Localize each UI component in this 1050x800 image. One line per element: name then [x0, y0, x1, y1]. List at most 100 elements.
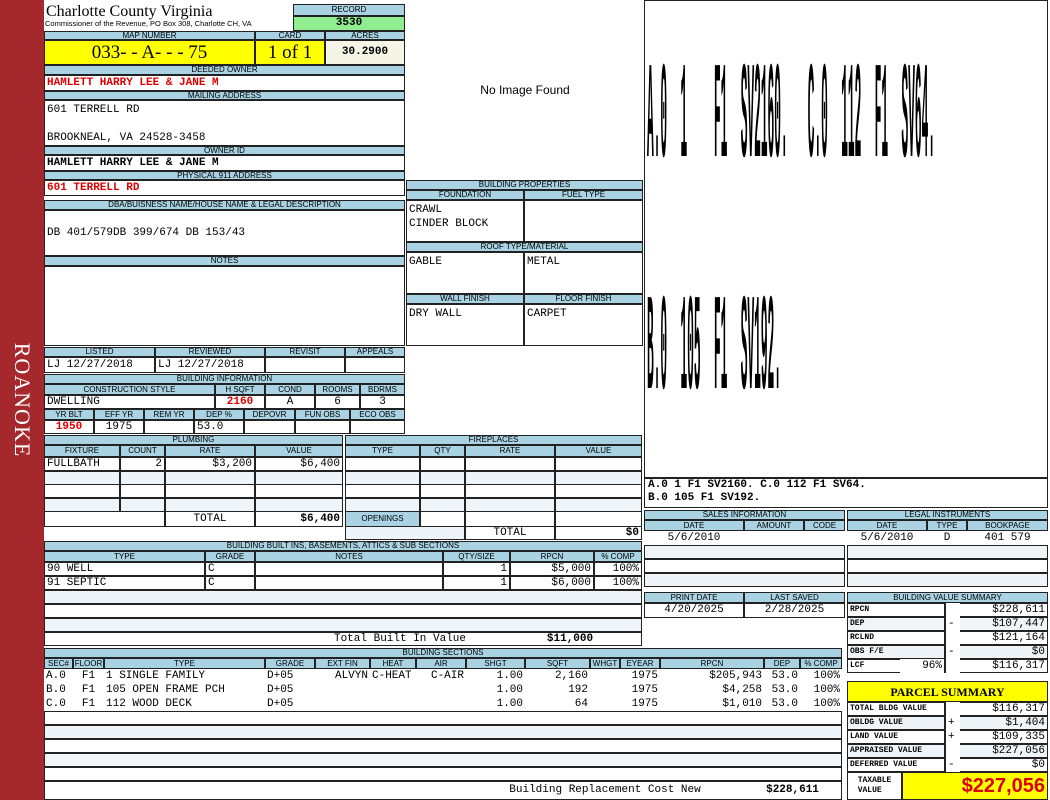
sketch-legend-line2: B.0 105 F1 SV192. [646, 492, 1046, 505]
builtins-cell: C [205, 576, 255, 590]
building-info-label: BUILDING INFORMATION [44, 374, 405, 384]
physical-address: 601 TERRELL RD [44, 180, 405, 196]
no-image-placeholder: No Image Found [406, 0, 644, 180]
openings-cell [465, 511, 555, 527]
parcel-row-value: $1,404 [945, 716, 1048, 730]
plumbing-total: $6,400 [255, 511, 343, 527]
section-cell: 53.0 [764, 683, 800, 697]
revisit-label: REVISIT [265, 347, 345, 357]
sections-header: GRADE [265, 658, 315, 669]
builtins-cell: 100% [594, 562, 642, 576]
bdrms-value: 3 [360, 395, 405, 409]
openings-cell [420, 511, 465, 527]
sections-header: EXT FIN [315, 658, 370, 669]
legal-description-label: DBA/BUISNESS NAME/HOUSE NAME & LEGAL DES… [44, 200, 405, 210]
section-cell: 100% [800, 697, 842, 711]
section-cell: ALVYN [315, 669, 370, 683]
plumbing-total-label: TOTAL [165, 511, 255, 527]
builtins-cell: 100% [594, 576, 642, 590]
rooms-label: ROOMS [315, 384, 360, 395]
effyr-value: 1975 [94, 420, 144, 434]
section-cell: 1975 [620, 683, 660, 697]
roof-material-value: METAL [524, 252, 643, 294]
legal-cell: 5/6/2010 [847, 531, 927, 545]
section-cell: 1 SINGLE FAMILY [104, 669, 265, 683]
value-summary-value: $0 [945, 645, 1048, 659]
fireplace-total: $0 [555, 526, 642, 540]
builtins-cell: 90 WELL [44, 562, 205, 576]
section-cell: 1975 [620, 697, 660, 711]
sales-header: CODE [804, 520, 845, 531]
owner-id-label: OWNER ID [44, 146, 405, 155]
wall-finish-value: DRY WALL [406, 304, 524, 346]
reviewed-label: REVIEWED [155, 347, 265, 357]
section-cell: F1 [73, 669, 104, 683]
sections-header: HEAT [370, 658, 416, 669]
fireplace-cell [465, 457, 555, 471]
sales-row [644, 545, 845, 559]
county-sidebar: ROANOKE [0, 0, 44, 800]
builtins-cell: 91 SEPTIC [44, 576, 205, 590]
fireplaces-header: QTY [420, 445, 465, 457]
notes-label: NOTES [44, 256, 405, 266]
sections-total-row [44, 781, 842, 800]
section-cell [370, 683, 416, 697]
sections-header: RPCN [660, 658, 764, 669]
builtins-label: BUILDING BUILT INS, BASEMENTS, ATTICS & … [44, 541, 642, 551]
section-cell [370, 697, 416, 711]
section-cell: $4,258 [660, 683, 764, 697]
parcel-row-label: OBLDG VALUE [847, 716, 945, 730]
section-cell: 1.00 [466, 697, 525, 711]
plumbing-cell [165, 484, 255, 498]
plumbing-cell [255, 470, 343, 485]
legal-header: BOOKPAGE [967, 520, 1048, 531]
mailing-address: 601 TERRELL RD BROOKNEAL, VA 24528-3458 [44, 100, 405, 146]
plumbing-cell [120, 497, 165, 512]
building-sketch: A.0 1 F1 SV2160. C.0 112 F1 SV64. B.0 10… [644, 0, 1048, 478]
openings-label: OPENINGS [345, 511, 420, 527]
builtins-empty-row [44, 604, 642, 618]
section-cell [416, 697, 466, 711]
fireplace-cell [345, 470, 420, 485]
openings-cell [555, 511, 642, 527]
section-cell: 100% [800, 669, 842, 683]
hsqft-value: 2160 [215, 395, 265, 409]
fireplace-cell [555, 497, 642, 512]
plumbing-cell [165, 497, 255, 512]
county-subtitle: Commissioner of the Revenue, PO Box 308,… [45, 19, 252, 28]
builtins-total-label: Total Built In Value [300, 633, 500, 645]
sketch-label-line1: A.0 1 F1 SV2160. C.0 112 F1 SV64. [647, 41, 935, 202]
plumbing-cell: FULLBATH [44, 457, 120, 471]
sections-header: SEC# [44, 658, 73, 669]
fireplaces-header: VALUE [555, 445, 642, 457]
revisit-value [265, 357, 345, 373]
value-summary-label: BUILDING VALUE SUMMARY [847, 592, 1048, 603]
fuel-type-value [524, 200, 643, 242]
notes-field [44, 266, 405, 346]
style-value: DWELLING [44, 395, 215, 409]
builtins-total: $11,000 [520, 633, 620, 645]
last-saved: 2/28/2025 [744, 603, 845, 618]
plumbing-cell [165, 470, 255, 485]
fireplace-cell [345, 484, 420, 498]
appeals-value [345, 357, 405, 373]
ecoobs-value [350, 420, 405, 434]
section-cell: 53.0 [764, 697, 800, 711]
effyr-label: EFF YR [94, 409, 144, 420]
section-cell: 1975 [620, 669, 660, 683]
value-summary-row-label: RPCN [847, 603, 945, 617]
fireplace-cell [465, 484, 555, 498]
fireplace-total-blank [345, 526, 465, 540]
sketch-legend-line1: A.0 1 F1 SV2160. C.0 112 F1 SV64. [646, 479, 1046, 492]
section-cell: F1 [73, 697, 104, 711]
plumbing-label: PLUMBING [44, 435, 343, 445]
ecoobs-label: ECO OBS [350, 409, 405, 420]
sales-row [644, 559, 845, 573]
parcel-row-sign: + [946, 730, 960, 744]
replacement-cost: $228,611 [745, 783, 840, 797]
fireplace-cell [555, 457, 642, 471]
section-cell [590, 697, 620, 711]
last-saved-label: LAST SAVED [744, 592, 845, 603]
yrblt-label: YR BLT [44, 409, 94, 420]
remyr-label: REM YR [144, 409, 194, 420]
